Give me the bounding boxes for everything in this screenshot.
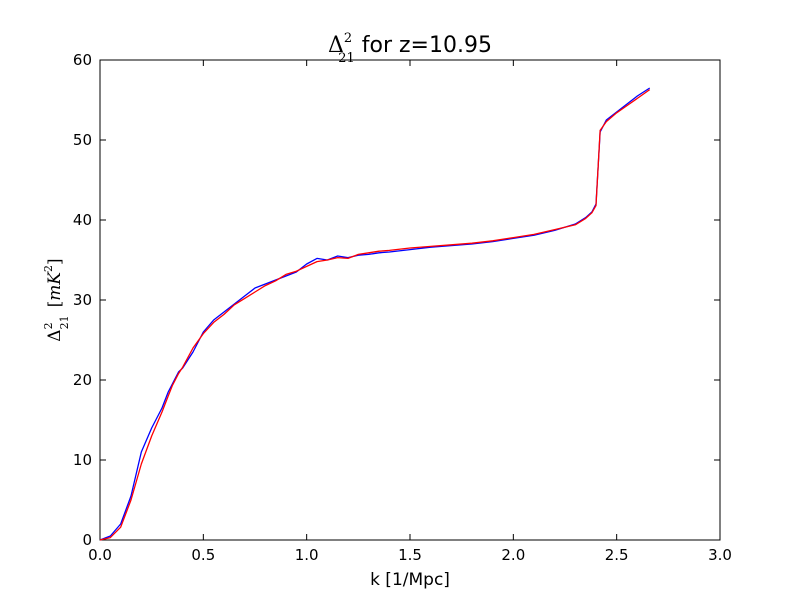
x-tick-label: 2.0	[501, 546, 525, 564]
y-tick-label: 0	[82, 531, 92, 549]
x-axis-ticks: 0.0 0.5 1.0 1.5 2.0 2.5 3.0	[88, 60, 732, 564]
y-tick-label: 60	[73, 51, 92, 69]
series-line-red	[99, 89, 651, 541]
y-tick-label: 30	[73, 291, 92, 309]
x-tick-label: 0.5	[191, 546, 215, 564]
y-tick-label: 20	[73, 371, 92, 389]
series-layer	[99, 87, 651, 541]
y-axis-ticks: 0 10 20 30 40 50 60	[73, 51, 720, 549]
y-tick-label: 10	[73, 451, 92, 469]
x-tick-label: 2.5	[605, 546, 629, 564]
y-axis-label: Δ2 21[mK2]	[42, 258, 71, 341]
x-tick-label: 1.5	[398, 546, 422, 564]
x-tick-label: 3.0	[708, 546, 732, 564]
x-axis-label: k [1/Mpc]	[370, 570, 450, 590]
x-tick-label: 0.0	[88, 546, 112, 564]
y-tick-label: 50	[73, 131, 92, 149]
x-tick-label: 1.0	[295, 546, 319, 564]
chart-title: Δ2 21 for z=10.95	[328, 31, 492, 66]
y-tick-label: 40	[73, 211, 92, 229]
